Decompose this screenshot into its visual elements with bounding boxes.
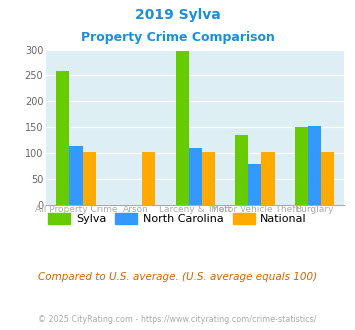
- Text: Compared to U.S. average. (U.S. average equals 100): Compared to U.S. average. (U.S. average …: [38, 272, 317, 282]
- Bar: [321, 152, 334, 205]
- Bar: [261, 152, 274, 205]
- Bar: [202, 152, 215, 205]
- Text: Property Crime Comparison: Property Crime Comparison: [81, 31, 274, 44]
- Legend: Sylva, North Carolina, National: Sylva, North Carolina, National: [44, 209, 311, 229]
- Text: Motor Vehicle Theft: Motor Vehicle Theft: [211, 205, 299, 214]
- Bar: [248, 164, 261, 205]
- Bar: [142, 152, 155, 205]
- Text: Larceny & Theft: Larceny & Theft: [159, 205, 231, 214]
- Text: Burglary: Burglary: [295, 205, 334, 214]
- Bar: [235, 135, 248, 205]
- Text: Arson: Arson: [123, 205, 148, 214]
- Text: 2019 Sylva: 2019 Sylva: [135, 8, 220, 22]
- Bar: [176, 50, 189, 205]
- Bar: [295, 127, 308, 205]
- Bar: [56, 71, 70, 205]
- Bar: [70, 146, 82, 205]
- Bar: [189, 148, 202, 205]
- Bar: [82, 152, 95, 205]
- Text: All Property Crime: All Property Crime: [35, 205, 117, 214]
- Bar: [308, 126, 321, 205]
- Text: © 2025 CityRating.com - https://www.cityrating.com/crime-statistics/: © 2025 CityRating.com - https://www.city…: [38, 315, 317, 324]
